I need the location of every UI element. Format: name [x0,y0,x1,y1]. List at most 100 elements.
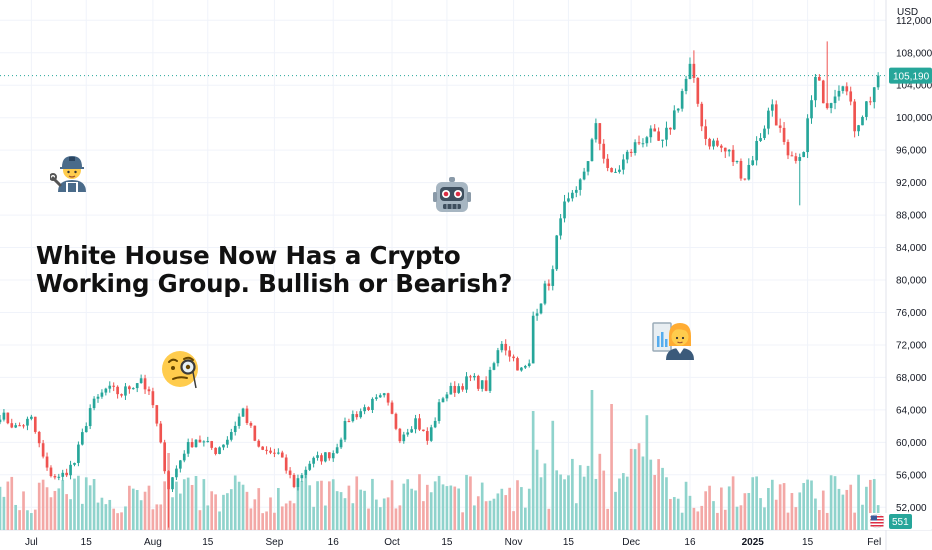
volume-bar [371,478,374,530]
candle-body [186,442,190,454]
candle-body [265,449,268,451]
volume-bar [598,453,602,530]
candle-body [410,429,413,433]
volume-bar [26,510,29,530]
y-tick-label: 108,000 [896,48,932,59]
volume-bar [845,489,849,530]
volume-bar [410,488,413,530]
candle-body [806,118,809,153]
candle-body [77,444,80,463]
candle-body [602,143,606,159]
candle-body [241,408,245,417]
candle-body [175,468,178,478]
volume-bar [308,485,312,530]
volume-bar [151,509,155,530]
candle-body [676,108,680,111]
volume-bar [237,481,241,530]
candle-body [120,394,123,396]
candle-body [0,419,2,423]
volume-bar [14,504,18,530]
volume-bar [629,448,633,530]
candle-body [833,96,837,104]
candle-body [257,440,261,447]
volume-bar [731,476,735,530]
y-tick-label: 112,000 [896,16,932,27]
volume-bar [69,499,72,530]
x-tick-label: Sep [266,537,284,548]
volume-bar [484,501,488,530]
volume-bar [794,507,798,530]
candle-body [273,452,276,454]
volume-bar [688,495,692,530]
candle-body [237,416,241,426]
candle-body [868,101,872,103]
volume-bar [182,479,186,530]
candle-body [712,140,715,147]
candle-body [563,201,566,219]
volume-bar [700,505,704,530]
candle-body [837,90,841,97]
candle-body [872,87,876,103]
volume-bar [312,506,315,530]
volume-bar [253,499,257,530]
volume-bar [296,486,300,530]
volume-bar [382,498,386,530]
candle-body [73,462,76,465]
volume-bar [300,481,304,530]
y-tick-label: 72,000 [896,340,927,351]
y-tick-label: 60,000 [896,438,927,449]
volume-bar [277,488,280,530]
price-axis[interactable]: USD 52,000 56,000 60,000 64,000 68,000 72,000… [896,7,932,514]
currency-label[interactable]: USD [897,7,918,18]
volume-bar [480,482,484,530]
candle-body [763,128,766,139]
volume-bar [516,480,519,530]
candle-body [473,375,476,378]
candle-body [296,478,300,487]
volume-bar [523,507,527,530]
volume-bar [261,513,264,530]
candle-body [476,375,480,389]
candle-body [488,369,492,391]
candle-body [433,420,437,428]
candle-body [108,385,112,389]
volume-bar [559,474,562,530]
volume-bar [61,480,65,530]
candle-body [6,412,10,424]
candle-body [829,103,833,109]
volume-bar [825,512,829,530]
volume-bar [461,512,464,530]
volume-bar [171,497,174,530]
candle-body [770,104,774,111]
volume-bar [194,476,198,530]
volume-bar [849,484,853,530]
candle-body [578,179,582,190]
volume-bar [394,508,398,530]
candle-body [512,356,515,359]
volume-bar [759,498,762,530]
candle-body [84,426,88,433]
candle-body [96,396,100,399]
last-price-badge [889,67,932,84]
candle-body [418,418,421,430]
volume-bar [163,481,166,530]
volume-bar [492,498,496,530]
candle-body [57,476,61,478]
candle-body [441,398,445,403]
volume-bar [45,487,49,530]
volume-bar [441,484,445,530]
candle-body [88,408,92,427]
time-axis[interactable]: Jul 15 Aug 15 Sep 16 Oct 15 Nov 15 Dec 16 2025 15 Fel [25,537,881,548]
price-candles [0,41,880,528]
candle-body [414,418,417,430]
headline-line-1: White House Now Has a Crypto [36,241,461,270]
x-tick-label: Jul [25,537,38,548]
volume-bar [347,485,351,530]
candle-body [853,101,856,132]
candle-body [798,157,802,161]
candle-body [367,407,370,410]
candle-body [30,416,33,419]
candle-body [22,425,25,427]
volume-bar [65,494,68,530]
